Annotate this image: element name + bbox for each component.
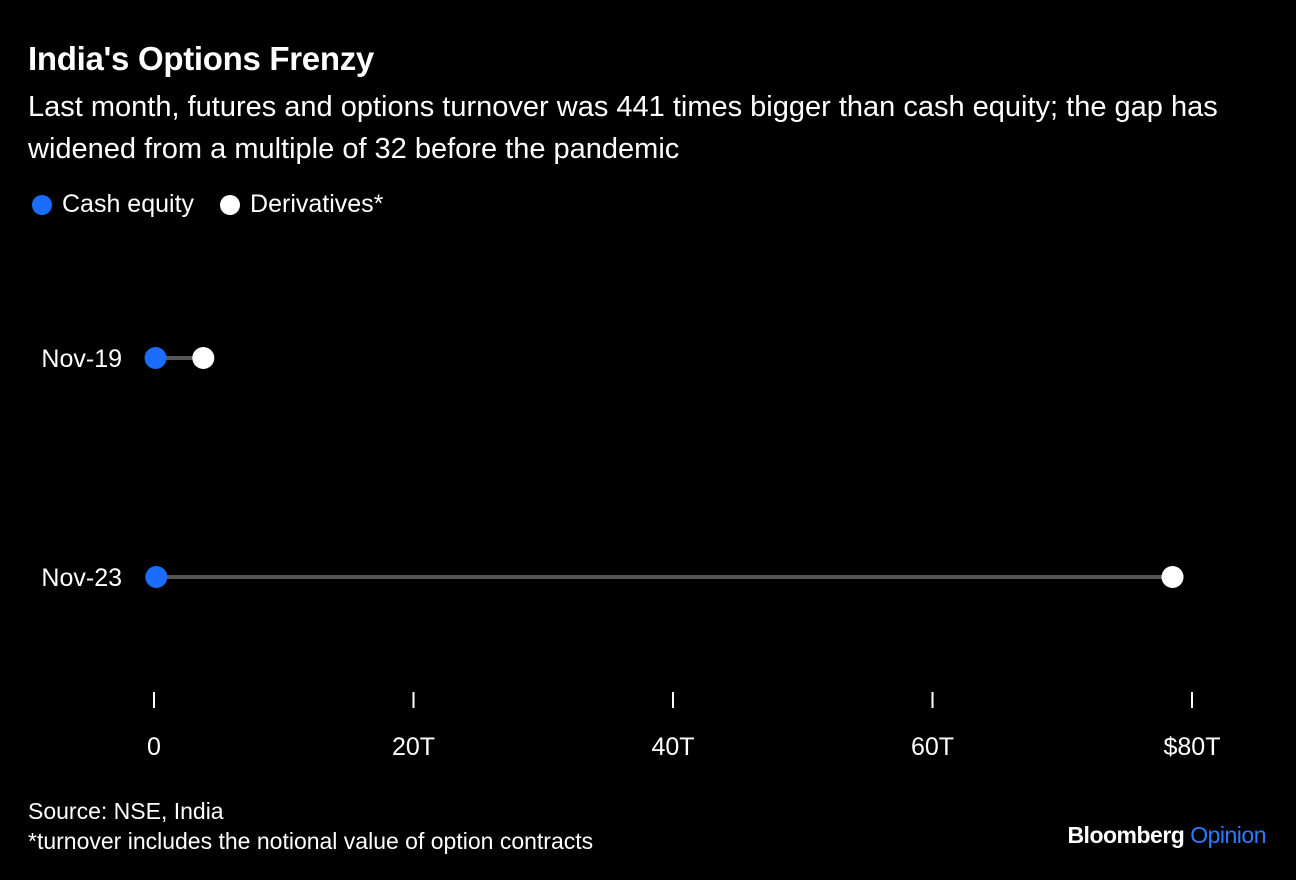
footnote: *turnover includes the notional value of…	[28, 828, 594, 854]
legend-label-cash-equity: Cash equity	[62, 190, 195, 218]
legend: Cash equity Derivatives*	[32, 190, 409, 219]
legend-item-cash-equity: Cash equity	[32, 190, 194, 219]
footer: Source: NSE, India *turnover includes th…	[28, 796, 593, 856]
x-tick-label-2: 40T	[651, 733, 694, 761]
x-tick-label-0: 0	[147, 733, 161, 761]
dot-derivatives-nov-19	[192, 347, 215, 369]
brand-suffix: Opinion	[1190, 822, 1266, 848]
chart-subtitle: Last month, futures and options turnover…	[28, 91, 1218, 165]
x-tick-label-3: 60T	[911, 733, 954, 761]
legend-item-derivatives: Derivatives*	[220, 190, 383, 219]
legend-label-derivatives: Derivatives*	[250, 190, 384, 218]
brand-logo: Bloomberg Opinion	[1067, 822, 1266, 849]
legend-dot-derivatives	[220, 194, 241, 215]
legend-dot-cash-equity	[32, 194, 52, 215]
x-tick-label-4: $80T	[1164, 733, 1221, 761]
category-label-nov-19: Nov-19	[41, 345, 122, 373]
source-note: Source: NSE, India	[28, 798, 224, 824]
category-label-nov-23: Nov-23	[41, 564, 122, 592]
dot-cash-equity-nov-19	[144, 347, 167, 369]
x-tick-label-1: 20T	[392, 733, 435, 761]
brand-name: Bloomberg	[1067, 822, 1185, 848]
dot-derivatives-nov-23	[1161, 566, 1184, 588]
chart-title: India's Options Frenzy	[28, 40, 374, 77]
dot-cash-equity-nov-23	[145, 566, 168, 588]
